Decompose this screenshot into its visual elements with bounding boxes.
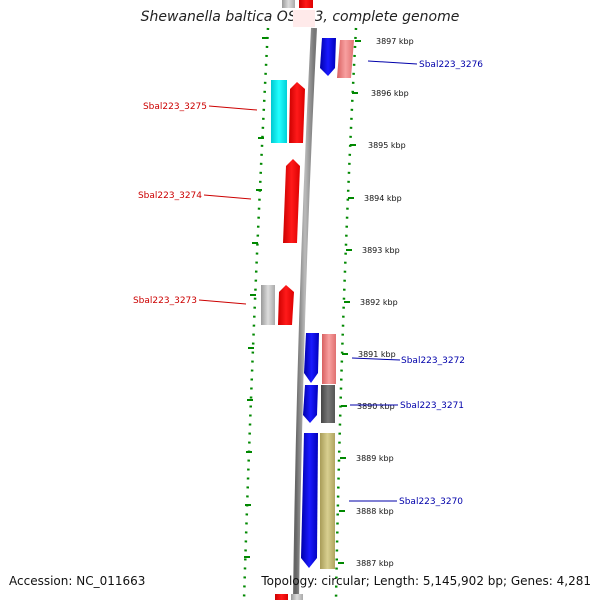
feature-sbal223-3276[interactable] — [320, 38, 354, 78]
tick-label: 3891 kbp — [358, 350, 396, 359]
feature-sbal223-3272[interactable] — [304, 333, 336, 384]
partial-features — [275, 0, 315, 600]
feature-sbal223-3273[interactable] — [261, 285, 294, 325]
accession-label: Accession: NC_011663 — [9, 574, 146, 588]
tick-label: 3887 kbp — [356, 559, 394, 568]
feature-sbal223-3275[interactable] — [271, 80, 305, 143]
feature-sbal223-3270[interactable] — [301, 433, 335, 569]
outer-dotted-ring — [334, 27, 358, 600]
tick-label: 3893 kbp — [362, 246, 400, 255]
gene-label-sbal223-3275[interactable]: Sbal223_3275 — [143, 102, 207, 112]
tick-label: 3889 kbp — [356, 454, 394, 463]
gene-label-sbal223-3276[interactable]: Sbal223_3276 — [419, 60, 483, 70]
kbp-tick-labels: 3897 kbp 3896 kbp 3895 kbp 3894 kbp 3893… — [356, 37, 414, 568]
tick-label: 3896 kbp — [371, 89, 409, 98]
gene-label-sbal223-3272[interactable]: Sbal223_3272 — [401, 356, 465, 366]
tick-label: 3897 kbp — [376, 37, 414, 46]
tick-label: 3890 kbp — [357, 402, 395, 411]
tick-label: 3895 kbp — [368, 141, 406, 150]
feature-sbal223-3274[interactable] — [283, 159, 300, 243]
gene-label-sbal223-3273[interactable]: Sbal223_3273 — [133, 296, 197, 306]
gene-label-sbal223-3274[interactable]: Sbal223_3274 — [138, 191, 202, 201]
tick-label: 3888 kbp — [356, 507, 394, 516]
outer-ring-ticks — [338, 40, 361, 564]
gene-label-sbal223-3271[interactable]: Sbal223_3271 — [400, 401, 464, 411]
tick-label: 3892 kbp — [360, 298, 398, 307]
gene-label-sbal223-3270[interactable]: Sbal223_3270 — [399, 497, 463, 507]
inner-ring-ticks — [244, 37, 268, 558]
feature-sbal223-3271[interactable] — [303, 385, 335, 423]
right-gene-labels: Sbal223_3276 Sbal223_3272 Sbal223_3271 S… — [349, 60, 483, 507]
genome-backbone — [293, 27, 317, 600]
left-gene-labels: Sbal223_3275 Sbal223_3274 Sbal223_3273 — [133, 102, 258, 306]
tick-label: 3894 kbp — [364, 194, 402, 203]
topology-label: Topology: circular; Length: 5,145,902 bp… — [261, 574, 591, 588]
